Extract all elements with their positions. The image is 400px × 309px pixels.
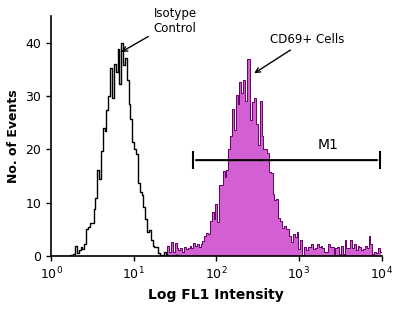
Text: CD69+ Cells: CD69+ Cells <box>256 33 344 72</box>
Y-axis label: No. of Events: No. of Events <box>7 89 20 183</box>
Text: M1: M1 <box>318 138 338 152</box>
Text: Isotype
Control: Isotype Control <box>122 7 196 51</box>
X-axis label: Log FL1 Intensity: Log FL1 Intensity <box>148 288 284 302</box>
